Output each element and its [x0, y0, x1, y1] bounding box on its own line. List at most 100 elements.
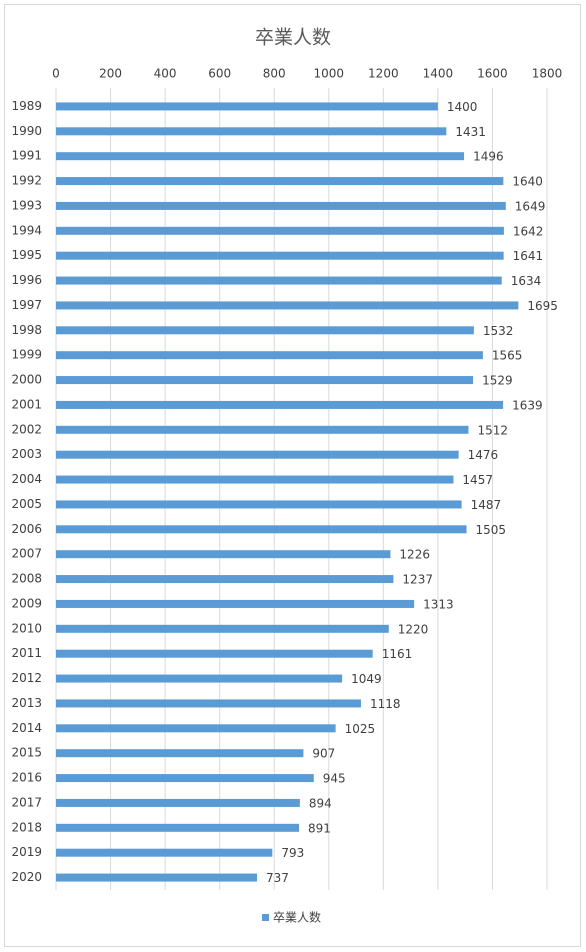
data-label: 1487: [471, 498, 502, 512]
bar: [56, 823, 300, 832]
data-label: 1641: [513, 249, 544, 263]
y-tick-label: 1996: [11, 273, 42, 287]
bar: [56, 500, 462, 509]
x-tick-label: 400: [154, 67, 177, 81]
legend-swatch: [262, 914, 269, 921]
x-tick-label: 800: [263, 67, 286, 81]
bar: [56, 848, 273, 857]
data-label: 1639: [512, 398, 543, 412]
y-tick-label: 2014: [11, 721, 42, 735]
data-label: 1496: [473, 150, 504, 164]
y-tick-label: 2008: [11, 572, 42, 586]
legend-label: 卒業人数: [273, 910, 321, 925]
bar: [56, 649, 373, 658]
y-tick-label: 1997: [11, 298, 42, 312]
y-tick-label: 1991: [11, 149, 42, 163]
data-label: 1313: [423, 597, 454, 611]
x-tick-label: 0: [52, 67, 60, 81]
bar: [56, 177, 504, 186]
y-tick-label: 2017: [11, 795, 42, 809]
data-label: 1049: [351, 672, 382, 686]
y-tick-label: 2002: [11, 422, 42, 436]
bar: [56, 201, 506, 210]
data-label: 1400: [447, 100, 478, 114]
data-label: 1649: [515, 199, 546, 213]
data-label: 1532: [483, 324, 514, 338]
x-tick-label: 600: [208, 67, 231, 81]
bar: [56, 798, 300, 807]
bar: [56, 624, 389, 633]
y-tick-label: 2007: [11, 547, 42, 561]
bar: [56, 102, 438, 111]
bar: [56, 525, 467, 534]
data-label: 1025: [345, 722, 376, 736]
x-tick-label: 200: [99, 67, 122, 81]
y-tick-label: 2016: [11, 771, 42, 785]
bar: [56, 774, 314, 783]
y-tick-label: 1989: [11, 99, 42, 113]
bar: [56, 575, 394, 584]
y-tick-label: 2020: [11, 870, 42, 884]
bar: [56, 724, 336, 733]
data-label: 1431: [455, 125, 486, 139]
data-label: 894: [309, 796, 332, 810]
y-tick-label: 2006: [11, 522, 42, 536]
y-tick-label: 1990: [11, 124, 42, 138]
data-label: 793: [281, 846, 304, 860]
bar: [56, 351, 483, 360]
bar: [56, 699, 361, 708]
y-tick-label: 2011: [11, 646, 42, 660]
data-label: 737: [266, 871, 289, 885]
bar: [56, 326, 474, 335]
chart-border: [4, 4, 581, 947]
data-label: 1640: [512, 175, 543, 189]
x-tick-label: 1200: [368, 67, 399, 81]
y-tick-label: 2019: [11, 845, 42, 859]
data-label: 1512: [477, 423, 508, 437]
bar: [56, 674, 343, 683]
y-tick-label: 2003: [11, 447, 42, 461]
bar: [56, 873, 258, 882]
bar: [56, 475, 454, 484]
chart-title: 卒業人数: [255, 27, 331, 49]
bar: [56, 749, 304, 758]
data-label: 891: [308, 821, 331, 835]
y-tick-label: 1993: [11, 198, 42, 212]
x-tick-label: 1000: [314, 67, 345, 81]
y-tick-label: 2005: [11, 497, 42, 511]
bar: [56, 425, 469, 434]
data-label: 1220: [398, 622, 429, 636]
bar: [56, 599, 415, 608]
data-label: 945: [323, 772, 346, 786]
y-tick-label: 2018: [11, 820, 42, 834]
bar: [56, 550, 391, 559]
data-label: 1476: [468, 448, 499, 462]
x-tick-label: 1600: [477, 67, 508, 81]
y-tick-label: 1994: [11, 223, 42, 237]
x-tick-label: 1800: [532, 67, 563, 81]
data-label: 1642: [513, 224, 544, 238]
bar: [56, 251, 504, 260]
data-label: 1226: [399, 548, 430, 562]
data-label: 1161: [382, 647, 413, 661]
y-tick-label: 2010: [11, 621, 42, 635]
y-tick-label: 2013: [11, 696, 42, 710]
data-label: 1529: [482, 374, 513, 388]
y-tick-label: 1998: [11, 323, 42, 337]
bar: [56, 276, 502, 285]
data-label: 1565: [492, 349, 523, 363]
bar: [56, 152, 465, 161]
bar: [56, 376, 474, 385]
bar: [56, 127, 447, 136]
bar: [56, 301, 519, 310]
x-tick-label: 1400: [423, 67, 454, 81]
y-tick-label: 2004: [11, 472, 42, 486]
y-tick-label: 1995: [11, 248, 42, 262]
y-tick-label: 2015: [11, 746, 42, 760]
data-label: 1634: [511, 274, 542, 288]
bar: [56, 226, 504, 235]
data-label: 1237: [402, 573, 433, 587]
y-tick-label: 2009: [11, 596, 42, 610]
y-tick-label: 2012: [11, 671, 42, 685]
